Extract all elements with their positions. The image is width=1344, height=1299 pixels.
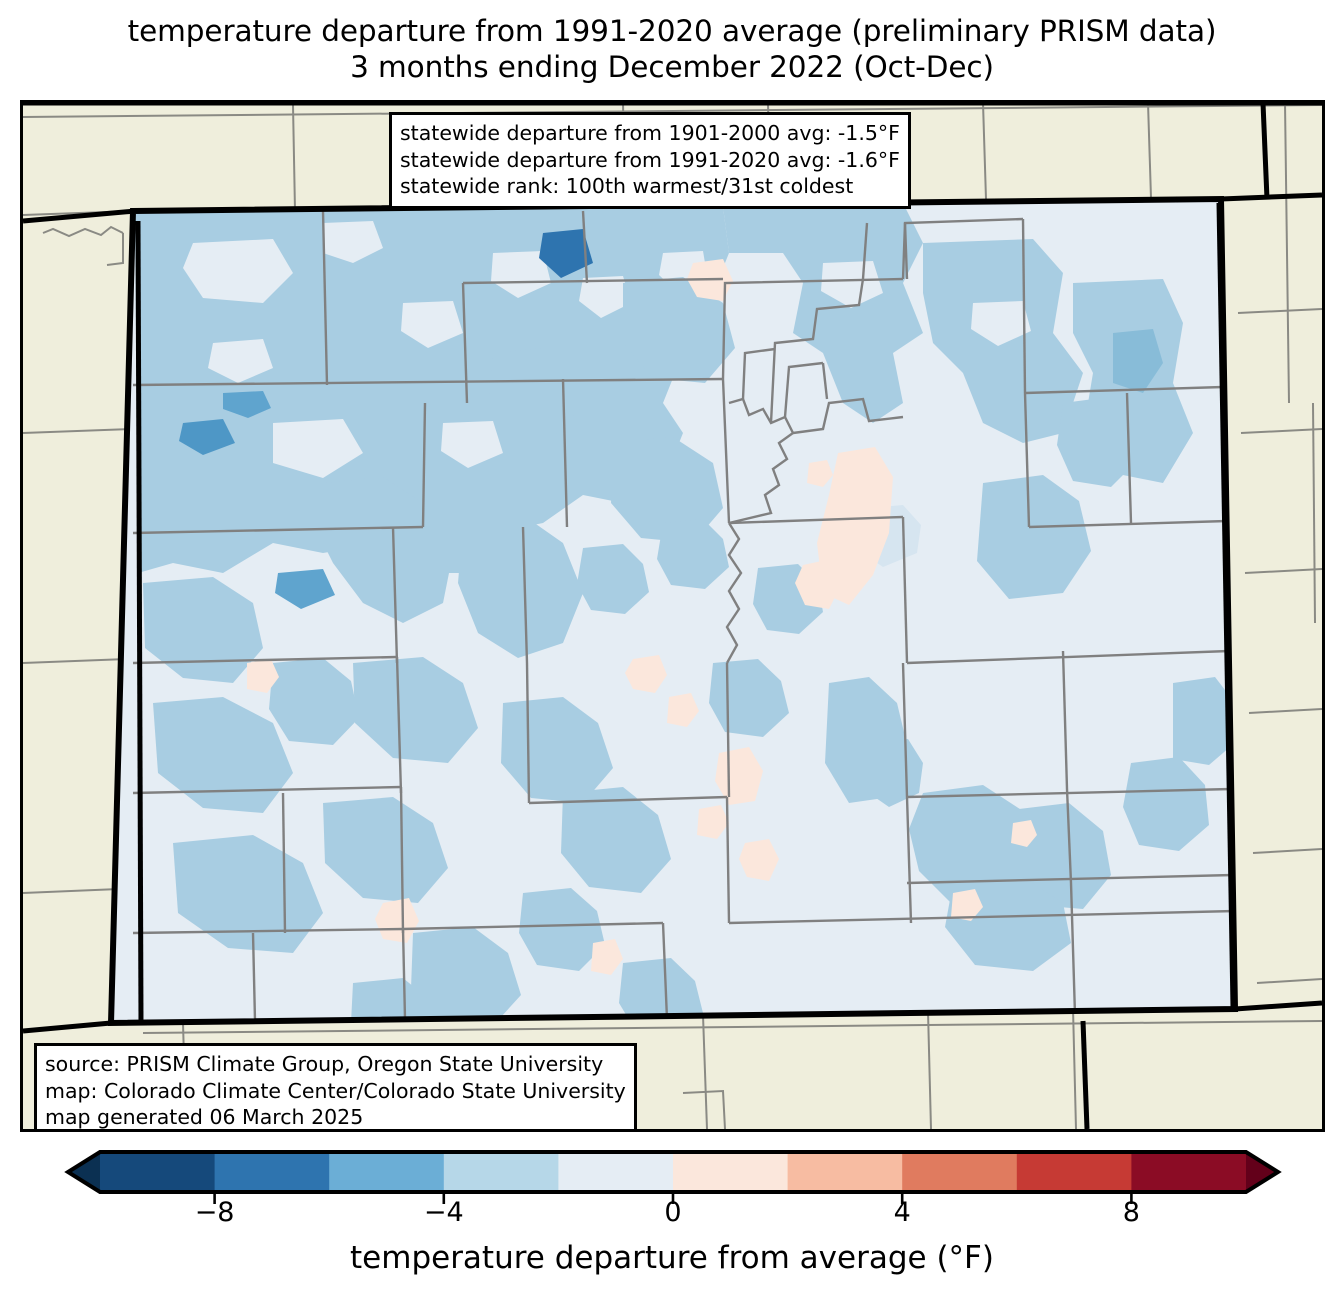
colorbar-band-3	[443, 1152, 559, 1192]
colorbar-band-9	[1131, 1152, 1247, 1192]
stats-line-2: statewide departure from 1991-2020 avg: …	[400, 147, 900, 172]
anomaly-contours	[135, 203, 1235, 1023]
statewide-stats-box: statewide departure from 1901-2000 avg: …	[389, 112, 911, 209]
colorbar-tick-label-1: −4	[423, 1197, 464, 1228]
colorbar-axis-label: temperature departure from average (°F)	[350, 1240, 994, 1276]
county-boundaries	[132, 210, 1235, 1022]
colorbar-band-6	[787, 1152, 903, 1192]
colorbar-band-8	[1016, 1152, 1132, 1192]
colorbar-under-arrow	[68, 1152, 100, 1192]
stats-line-3: statewide rank: 100th warmest/31st colde…	[400, 174, 854, 199]
neighbor-state-borders	[23, 103, 1322, 1129]
colorbar-tick-label-0: −8	[194, 1197, 235, 1228]
source-line-1: source: PRISM Climate Group, Oregon Stat…	[45, 1052, 604, 1076]
colorbar-band-1	[214, 1152, 330, 1192]
colorbar-tick-label-4: 8	[1122, 1197, 1140, 1228]
colorbar	[0, 1143, 1344, 1299]
source-attribution-box: source: PRISM Climate Group, Oregon Stat…	[34, 1043, 637, 1130]
colorbar-ticks	[213, 1192, 1133, 1204]
title-line-2: 3 months ending December 2022 (Oct-Dec)	[350, 49, 994, 84]
colorbar-band-5	[673, 1152, 789, 1192]
map-panel: statewide departure from 1901-2000 avg: …	[20, 100, 1325, 1132]
colorado-temperature-departure-map	[23, 103, 1322, 1129]
colorbar-band-0	[100, 1152, 216, 1192]
stats-line-1: statewide departure from 1901-2000 avg: …	[400, 121, 900, 145]
page-title: temperature departure from 1991-2020 ave…	[0, 14, 1344, 86]
colorbar-over-arrow	[1246, 1152, 1278, 1192]
colorbar-bands	[64, 1150, 1282, 1194]
colorbar-band-2	[329, 1152, 445, 1192]
colorbar-band-4	[558, 1152, 674, 1192]
source-line-3: map generated 06 March 2025	[45, 1105, 364, 1130]
colorbar-svg	[64, 1150, 1282, 1204]
colorbar-outline	[64, 1150, 1282, 1194]
source-line-2: map: Colorado Climate Center/Colorado St…	[45, 1078, 626, 1103]
colorbar-tick-label-3: 4	[893, 1197, 911, 1228]
title-line-1: temperature departure from 1991-2020 ave…	[127, 14, 1217, 48]
colorbar-band-7	[902, 1152, 1018, 1192]
colorbar-tick-label-2: 0	[664, 1197, 682, 1228]
